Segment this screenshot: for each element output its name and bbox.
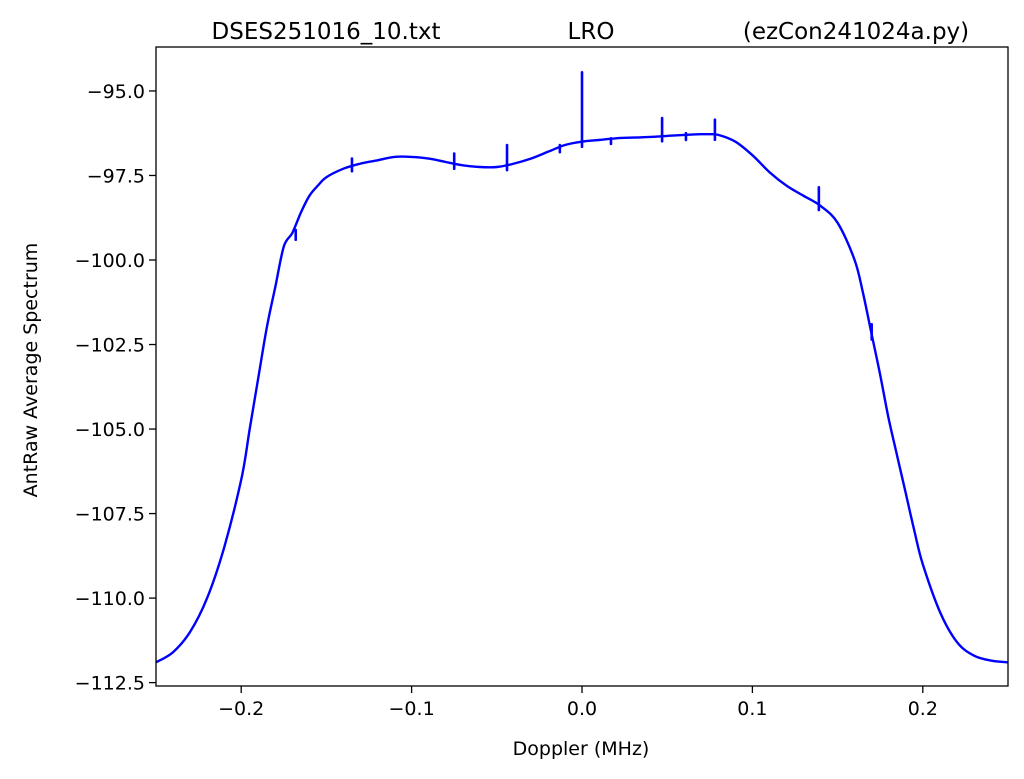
plot-frame bbox=[155, 46, 1009, 687]
y-tick-label: −107.5 bbox=[75, 504, 145, 526]
chart-title-file: DSES251016_10.txt bbox=[212, 19, 441, 45]
x-tick-label: −0.2 bbox=[218, 698, 264, 720]
y-axis-label: AntRaw Average Spectrum bbox=[20, 243, 42, 498]
x-tick-label: 0.0 bbox=[567, 698, 597, 720]
chart-title-script: (ezCon241024a.py) bbox=[743, 19, 969, 45]
plot-data bbox=[156, 71, 1008, 664]
x-tick-label: 0.2 bbox=[908, 698, 938, 720]
chart-title-object: LRO bbox=[568, 19, 615, 45]
x-ticks: −0.2 −0.1 0.0 0.1 0.2 bbox=[218, 686, 938, 720]
x-tick-label: 0.1 bbox=[737, 698, 767, 720]
x-tick-label: −0.1 bbox=[389, 698, 435, 720]
y-tick-label: −97.5 bbox=[87, 165, 145, 187]
y-tick-label: −100.0 bbox=[75, 250, 145, 272]
y-tick-label: −95.0 bbox=[87, 81, 145, 103]
x-axis-label: Doppler (MHz) bbox=[513, 738, 650, 760]
y-tick-label: −105.0 bbox=[75, 419, 145, 441]
y-tick-label: −112.5 bbox=[75, 673, 145, 695]
y-tick-label: −110.0 bbox=[75, 588, 145, 610]
y-ticks: −95.0 −97.5 −100.0 −102.5 −105.0 −107.5 −110.0… bbox=[75, 81, 156, 695]
y-tick-label: −102.5 bbox=[75, 335, 145, 357]
